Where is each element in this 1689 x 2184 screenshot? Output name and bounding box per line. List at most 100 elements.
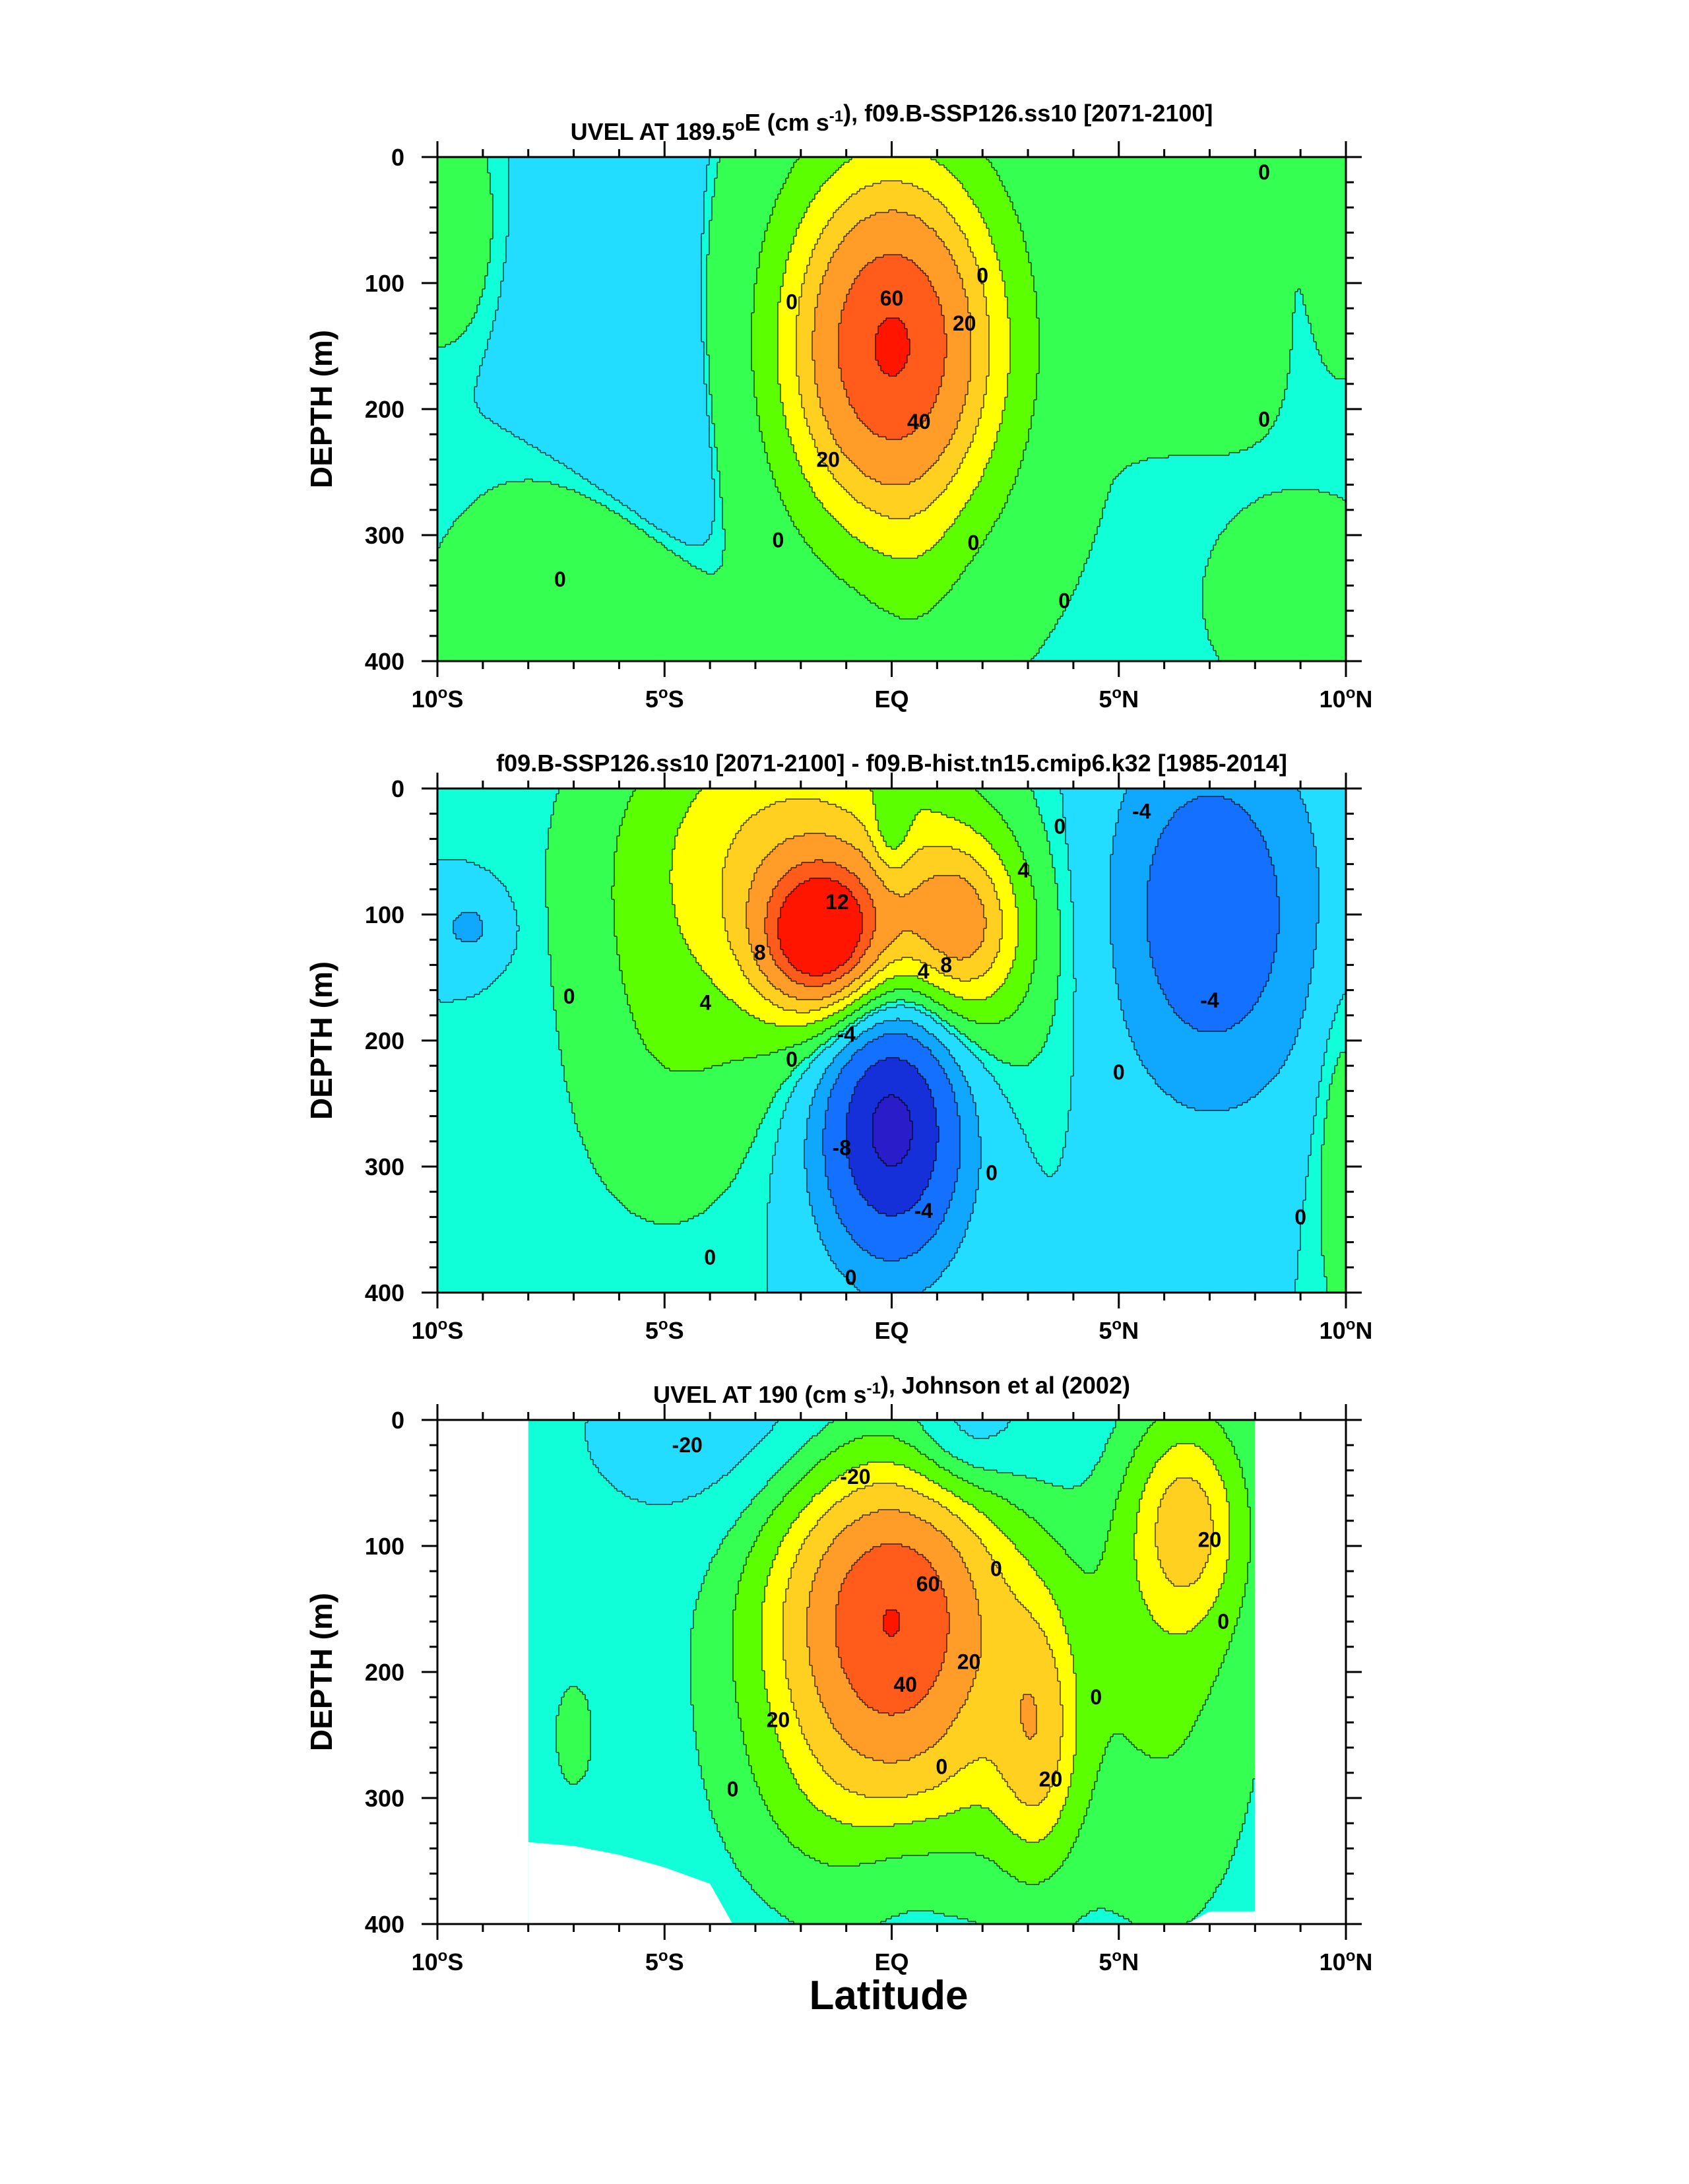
y-tick-label: 300	[365, 522, 404, 549]
y-tick-label: 0	[391, 144, 404, 171]
contour-label: -4	[837, 1022, 856, 1046]
contour-level-40	[812, 210, 971, 484]
contour-label: 0	[845, 1266, 857, 1289]
axis-ticks	[422, 141, 1362, 677]
x-tick-label: 5oS	[645, 684, 684, 713]
contour-label: 0	[1258, 160, 1270, 184]
panel-title: UVEL AT 190 (cm s-1), Johnson et al (200…	[653, 1372, 1130, 1408]
contour-label: 0	[990, 1557, 1002, 1580]
contour-level-0	[437, 788, 1346, 1293]
contour-level--4	[437, 1420, 1346, 1924]
contour-label: 0	[1217, 1610, 1229, 1634]
contour-level-2.5	[612, 788, 1036, 1071]
y-tick-label: 100	[365, 901, 404, 928]
panel-title: f09.B-SSP126.ss10 [2071-2100] - f09.B-hi…	[496, 750, 1287, 777]
x-tick-label: 10oS	[412, 684, 464, 713]
contour-level-6.5	[722, 799, 1002, 1013]
contour-level--12	[873, 1095, 912, 1166]
panel-3: UVEL AT 190 (cm s-1), Johnson et al (200…	[304, 1372, 1372, 1975]
y-axis-label: DEPTH (m)	[304, 1593, 338, 1751]
contour-label: 0	[704, 1246, 716, 1269]
contour-label: 0	[772, 529, 784, 552]
contour-level--2	[437, 788, 1346, 1293]
x-tick-label: 5oS	[645, 1316, 684, 1344]
y-tick-label: 200	[365, 1659, 404, 1686]
contour-label: -20	[840, 1465, 870, 1489]
x-tick-label: 10oN	[1320, 1947, 1373, 1975]
x-tick-label: 10oN	[1320, 1316, 1373, 1344]
axis-ticks	[422, 1404, 1362, 1940]
contour-label: -4	[1200, 988, 1219, 1012]
contour-label: -4	[914, 1199, 933, 1223]
contour-label: 8	[754, 940, 766, 964]
contour-label: 0	[936, 1754, 947, 1778]
contour-label: 20	[1198, 1527, 1222, 1551]
x-tick-label: 5oN	[1099, 1316, 1139, 1344]
contour-level-60	[836, 1544, 949, 1716]
contour-level--4	[474, 157, 715, 545]
contour-level-12	[733, 1420, 1250, 1884]
x-tick-label: EQ	[874, 686, 908, 713]
contour-label: 0	[968, 530, 980, 554]
contour-level-0	[437, 157, 1346, 661]
contour-label: 20	[957, 1650, 981, 1674]
x-tick-label: 10oS	[412, 1947, 464, 1975]
contour-level-75	[883, 1610, 899, 1636]
contour-label: 60	[880, 286, 904, 310]
contour-label: 4	[1017, 858, 1029, 882]
contour-fill	[437, 157, 1346, 661]
contour-lines	[437, 788, 1346, 1293]
contour-label: 0	[1294, 1205, 1306, 1229]
contour-label: -8	[833, 1136, 851, 1159]
contour-level--7	[823, 796, 1279, 1261]
y-tick-label: 300	[365, 1785, 404, 1812]
panel-title: UVEL AT 189.5oE (cm s-1), f09.B-SSP126.s…	[571, 100, 1213, 145]
contour-label: -4	[1132, 799, 1151, 823]
y-tick-label: 400	[365, 1279, 404, 1306]
contour-label: 0	[986, 1161, 998, 1185]
contour-label: 0	[1258, 407, 1270, 431]
contour-label: 0	[563, 984, 575, 1008]
x-tick-label: 10oS	[412, 1316, 464, 1344]
contour-label: 40	[907, 410, 931, 434]
contour-level-70	[876, 318, 910, 376]
y-axis-label: DEPTH (m)	[304, 961, 338, 1120]
y-tick-label: 400	[365, 1911, 404, 1938]
y-tick-label: 0	[391, 775, 404, 802]
y-tick-label: 100	[365, 270, 404, 297]
contour-label: 0	[1113, 1060, 1125, 1084]
panel-2: f09.B-SSP126.ss10 [2071-2100] - f09.B-hi…	[304, 750, 1372, 1344]
contour-level-10	[751, 157, 1039, 619]
contour-label: 0	[1054, 814, 1066, 838]
y-tick-label: 300	[365, 1153, 404, 1180]
contour-level--4	[453, 788, 1319, 1293]
contour-label: 12	[825, 890, 849, 914]
contour-label: -20	[672, 1433, 703, 1457]
contour-label: 0	[727, 1778, 739, 1801]
contour-label: 8	[940, 953, 952, 977]
contour-level-55	[839, 255, 947, 439]
contour-label: 0	[1058, 589, 1070, 612]
x-tick-label: 5oS	[645, 1947, 684, 1975]
contour-label: 0	[786, 290, 798, 314]
x-axis-label: Latitude	[809, 1973, 968, 2018]
x-tick-label: 10oN	[1320, 684, 1373, 713]
missing-right	[1255, 1420, 1346, 1924]
contour-fill	[437, 788, 1346, 1293]
panel-1: UVEL AT 189.5oE (cm s-1), f09.B-SSP126.s…	[304, 100, 1372, 713]
contour-label: 20	[1039, 1767, 1063, 1791]
y-tick-label: 100	[365, 1533, 404, 1560]
contour-label: 20	[953, 311, 976, 335]
missing-left	[437, 1420, 528, 1924]
x-tick-label: EQ	[874, 1317, 908, 1344]
y-tick-label: 200	[365, 396, 404, 423]
contour-level-45	[807, 1510, 1036, 1763]
missing-bottom-right	[1187, 1911, 1256, 1924]
y-tick-label: 400	[365, 648, 404, 675]
y-axis-label: DEPTH (m)	[304, 330, 338, 488]
x-tick-label: EQ	[874, 1948, 908, 1975]
contour-lines	[437, 157, 1346, 661]
contour-level--10	[846, 1058, 939, 1216]
y-tick-label: 0	[391, 1407, 404, 1434]
